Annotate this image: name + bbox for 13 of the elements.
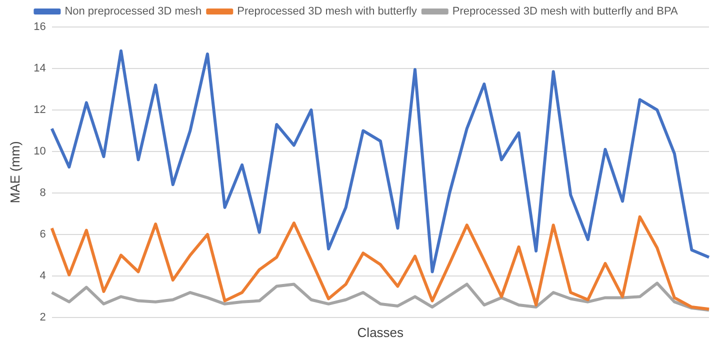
y-tick-label: 4 bbox=[40, 270, 46, 282]
y-tick-label: 10 bbox=[34, 145, 46, 158]
legend-label: Preprocessed 3D mesh with butterfly and BPA bbox=[452, 6, 678, 18]
x-axis-title: Classes bbox=[357, 324, 404, 340]
y-tick-label: 14 bbox=[34, 62, 46, 75]
legend-label: Preprocessed 3D mesh with butterfly bbox=[237, 6, 418, 18]
y-tick-label: 16 bbox=[34, 21, 46, 34]
legend-label: Non preprocessed 3D mesh bbox=[64, 6, 202, 18]
y-tick-label: 6 bbox=[40, 228, 46, 240]
y-axis-title: MAE (mm) bbox=[7, 141, 22, 204]
y-tick-label: 8 bbox=[40, 186, 46, 199]
y-tick-label: 12 bbox=[34, 104, 46, 116]
y-tick-label: 2 bbox=[40, 311, 46, 324]
